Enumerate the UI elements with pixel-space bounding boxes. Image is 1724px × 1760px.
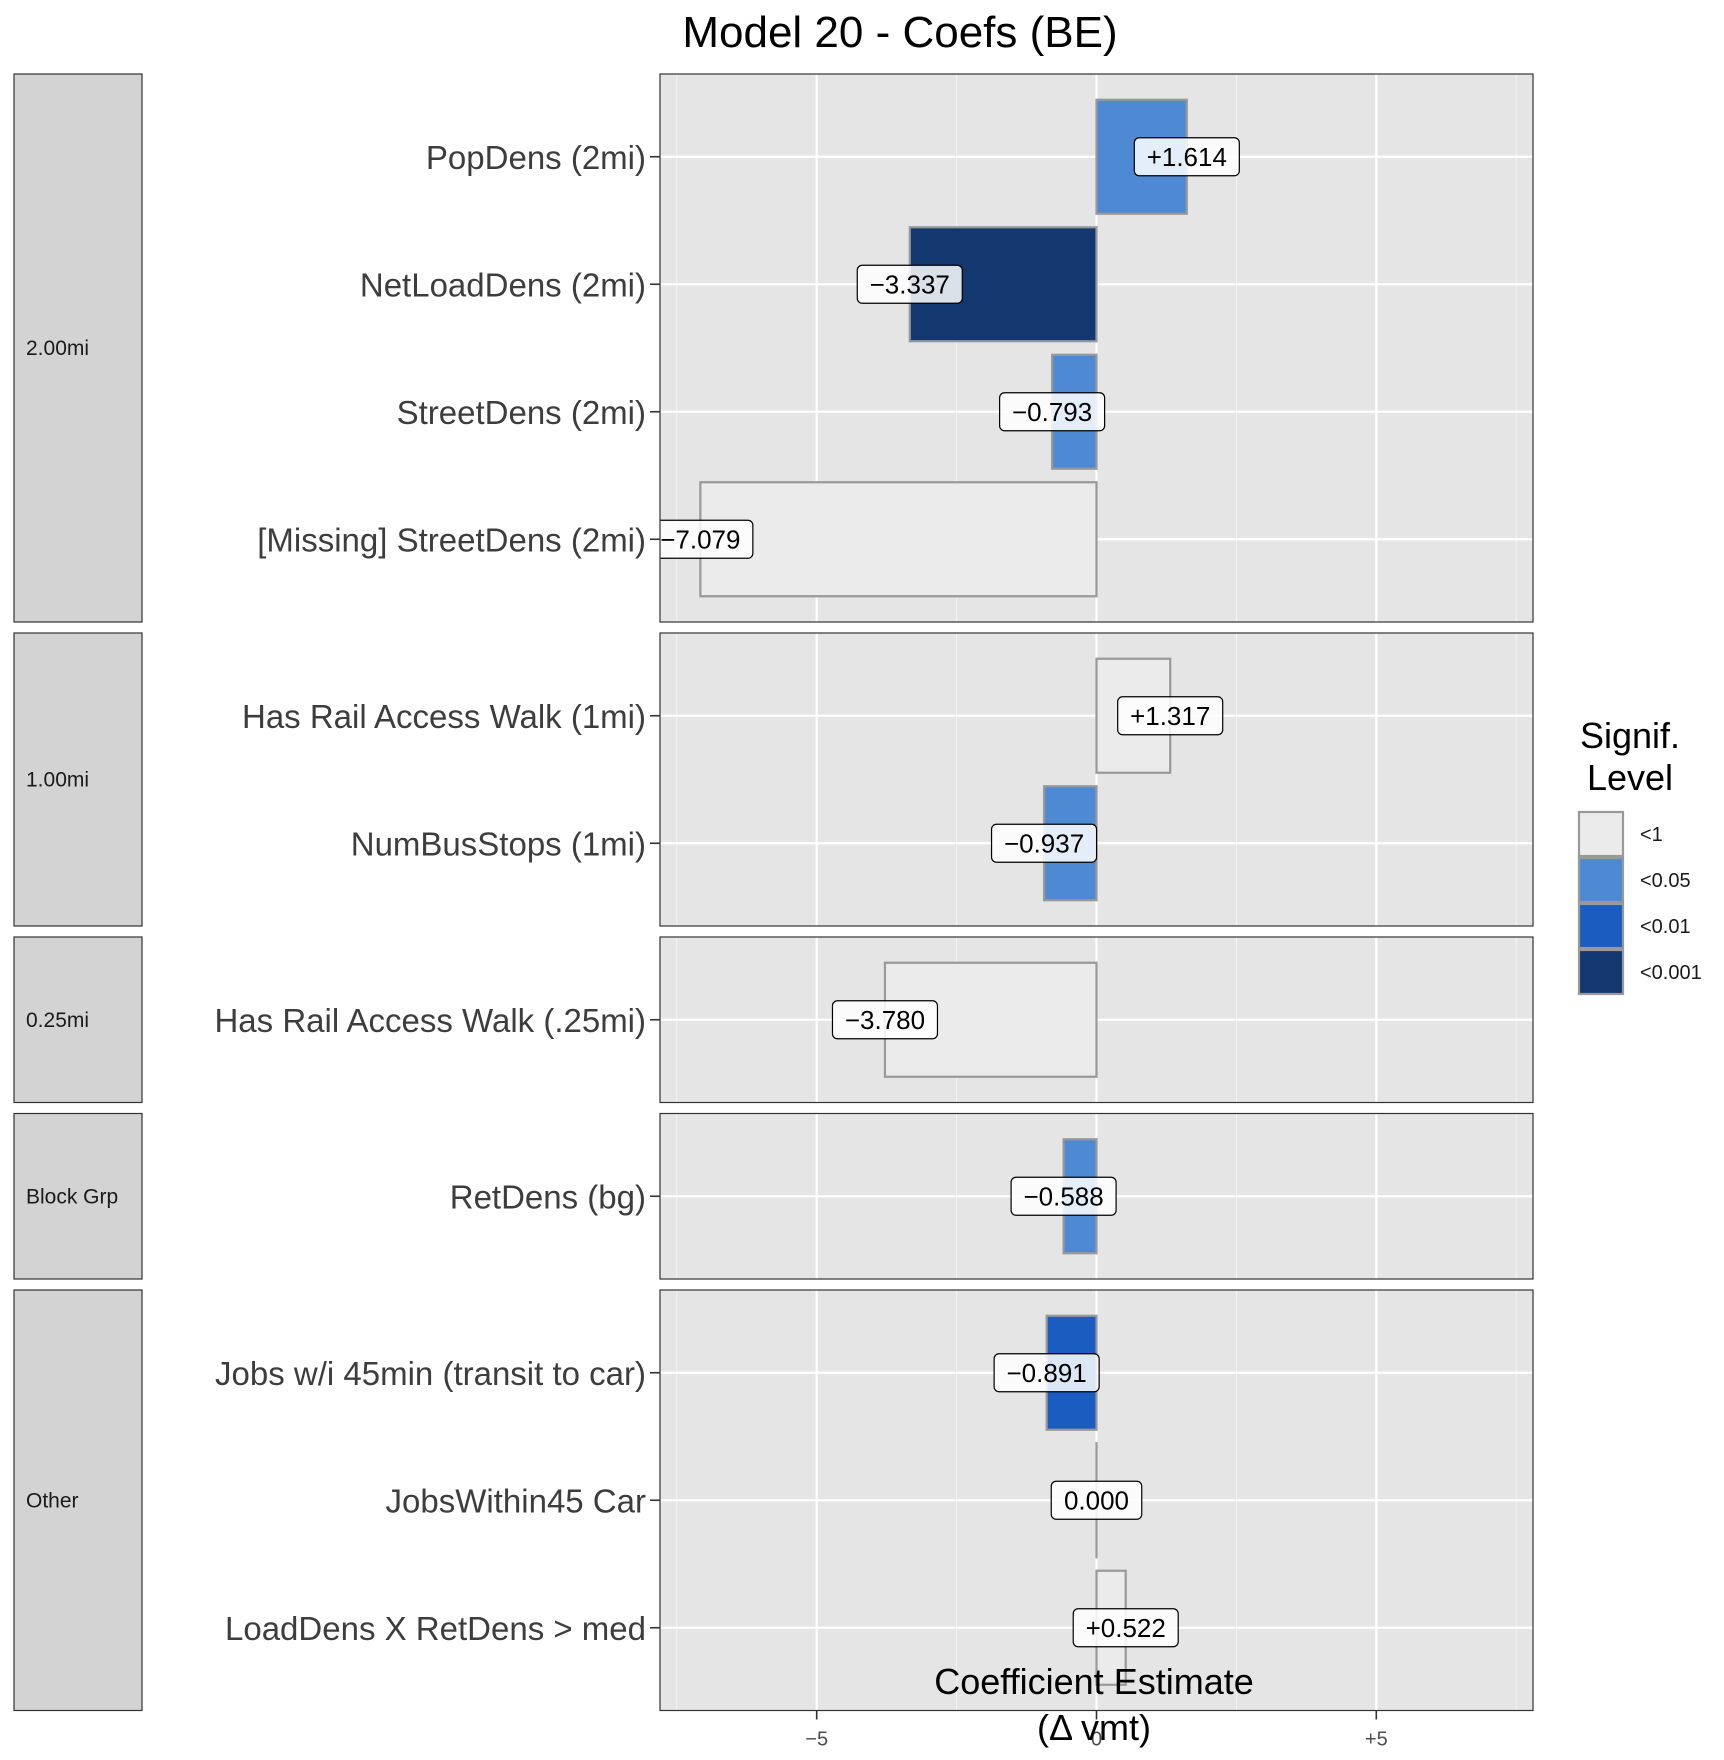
coef-value-box <box>1072 1608 1179 1648</box>
coef-value-label: −3.780 <box>845 1005 925 1035</box>
coef-value-box <box>856 264 963 304</box>
facet-strip <box>13 1289 143 1712</box>
coef-value-box <box>993 1353 1100 1393</box>
coef-value-label: +1.614 <box>1147 142 1227 172</box>
coef-bar <box>699 481 1098 598</box>
legend-title-line2: Level <box>1587 757 1673 798</box>
x-axis-title-line2: (Δ vmt) <box>1037 1707 1151 1748</box>
legend-label: <0.05 <box>1640 870 1691 892</box>
coef-value-box <box>660 519 754 559</box>
coef-value-box <box>999 392 1106 432</box>
coef-value-label: −0.588 <box>1023 1181 1103 1211</box>
legend-label: <1 <box>1640 824 1663 846</box>
facet-panel: Block Grp −0.588 RetDens (bg) <box>13 1112 1534 1280</box>
x-tick-label: 0 <box>1091 1729 1102 1751</box>
coef-value-box <box>990 823 1098 863</box>
legend-key <box>1577 902 1625 950</box>
y-tick-label: Has Rail Access Walk (.25mi) <box>214 1002 646 1039</box>
coef-value-label: −0.891 <box>1007 1358 1087 1388</box>
y-tick-label: StreetDens (2mi) <box>397 394 646 431</box>
facet-strip-label: 1.00mi <box>26 769 89 792</box>
facet-strip-label: Other <box>26 1489 79 1512</box>
facet-strip <box>13 632 143 927</box>
panel-border <box>659 73 1534 623</box>
x-tick-label: +5 <box>1365 1729 1388 1751</box>
coef-value-box <box>1010 1176 1117 1216</box>
facets: 2.00mi +1.614 −3.337 −0.793 −7.079 PopDens (2… <box>13 73 1534 1712</box>
coef-value-box <box>1050 1480 1143 1520</box>
coef-value-label: −3.337 <box>870 269 950 299</box>
facet-strip-label: Block Grp <box>26 1185 118 1208</box>
legend-label: <0.01 <box>1640 916 1691 938</box>
coef-value-label: −0.793 <box>1012 397 1092 427</box>
facet-panel: 0.25mi −3.780 Has Rail Access Walk (.25mi) <box>13 936 1534 1104</box>
coef-value-box <box>831 1000 939 1040</box>
legend: Signif. Level <1 <0.05 <0.01 <0.001 <box>1577 715 1702 996</box>
y-tick-label: Has Rail Access Walk (1mi) <box>242 698 646 735</box>
y-tick-label: JobsWithin45 Car <box>386 1482 646 1519</box>
legend-key <box>1577 810 1625 858</box>
y-tick-label: RetDens (bg) <box>450 1178 646 1215</box>
facet-strip <box>13 1112 143 1280</box>
facet-panel: 2.00mi +1.614 −3.337 −0.793 −7.079 PopDens (2… <box>13 73 1534 623</box>
panel-border <box>659 936 1534 1104</box>
y-tick-label: Jobs w/i 45min (transit to car) <box>215 1355 646 1392</box>
x-tick-label: −5 <box>805 1729 828 1751</box>
legend-key <box>1577 856 1625 904</box>
facet-panel: 1.00mi +1.317 −0.937 Has Rail Access Walk (… <box>13 632 1534 927</box>
y-tick-label: NetLoadDens (2mi) <box>360 266 646 303</box>
panel-border <box>659 632 1534 927</box>
coef-value-label: +1.317 <box>1130 701 1210 731</box>
legend-label: <0.001 <box>1640 962 1702 984</box>
chart-title: Model 20 - Coefs (BE) <box>682 8 1117 57</box>
y-tick-label: PopDens (2mi) <box>426 139 646 176</box>
coef-value-box <box>1133 137 1240 177</box>
facet-strip-label: 2.00mi <box>26 337 89 360</box>
y-tick-label: LoadDens X RetDens > med <box>225 1610 646 1647</box>
legend-title: Signif. <box>1580 715 1680 756</box>
coef-value-box <box>1117 696 1224 736</box>
facet-strip <box>13 73 143 623</box>
coef-value-label: +0.522 <box>1086 1613 1166 1643</box>
coef-value-label: 0.000 <box>1064 1485 1129 1515</box>
legend-key <box>1577 948 1625 996</box>
facet-strip <box>13 936 143 1104</box>
x-axis-title: Coefficient Estimate <box>934 1661 1253 1702</box>
facet-strip-label: 0.25mi <box>26 1009 89 1032</box>
y-tick-label: [Missing] StreetDens (2mi) <box>257 521 646 558</box>
panel-border <box>659 1112 1534 1280</box>
x-axis: −5 0 +5 <box>805 1710 1388 1751</box>
facet-panel: Other −0.891 0.000 +0.522 Jobs w/i 45min (tr… <box>13 1289 1534 1712</box>
coef-value-label: −0.937 <box>1004 828 1084 858</box>
coef-value-label: −7.079 <box>660 524 740 554</box>
y-tick-label: NumBusStops (1mi) <box>351 825 646 862</box>
